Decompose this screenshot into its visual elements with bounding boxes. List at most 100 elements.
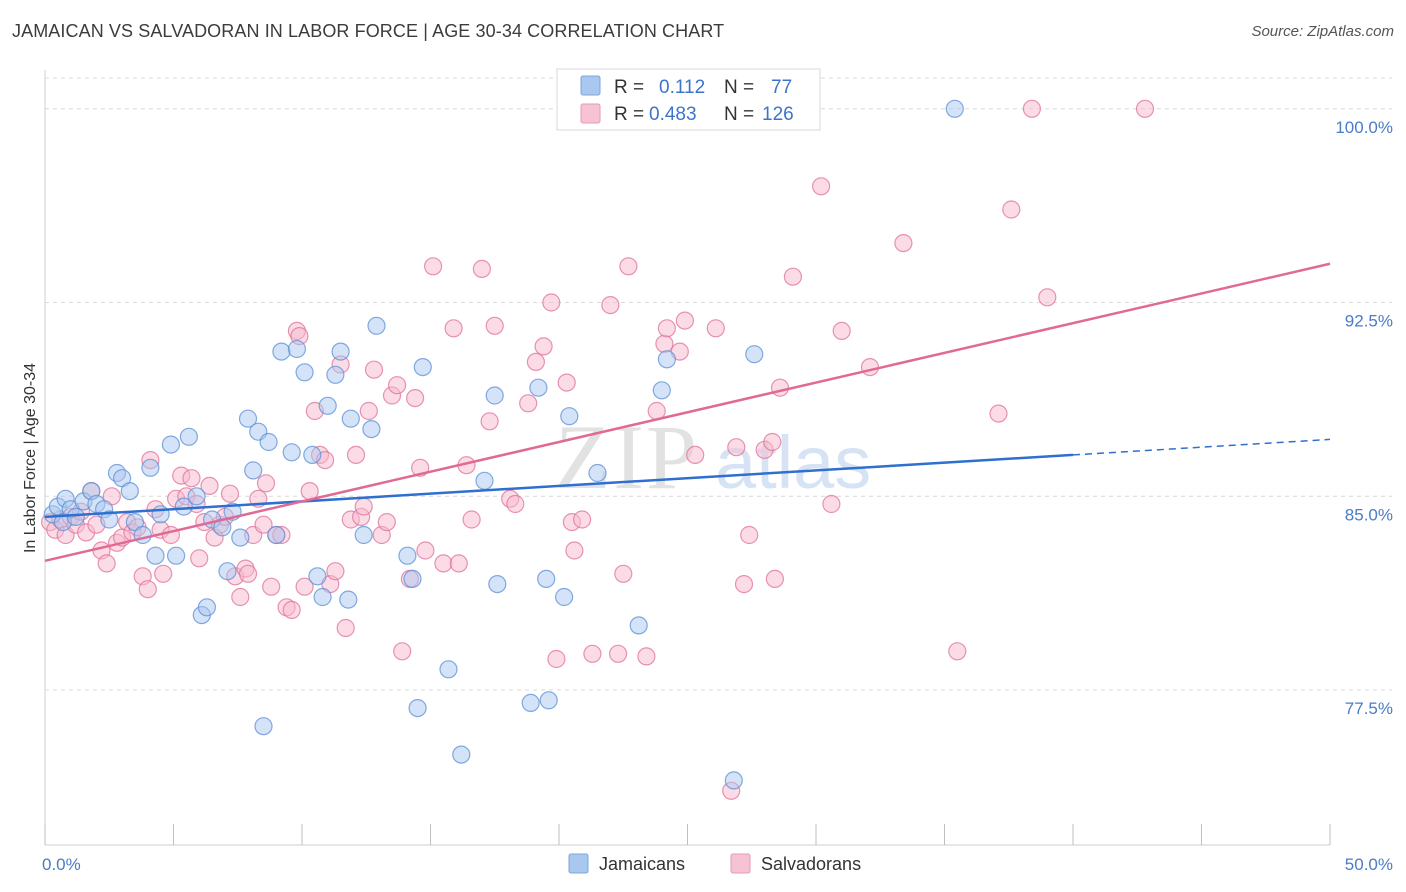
salvadorans-bottom-swatch <box>730 853 751 874</box>
jamaicans-point <box>254 717 273 736</box>
salvadorans-point <box>506 494 525 514</box>
jamaicans-point <box>174 497 193 516</box>
jamaicans-point <box>341 409 360 428</box>
salvadorans-point <box>231 587 250 607</box>
salvadorans-point <box>614 564 633 583</box>
jamaicans-point <box>588 463 607 483</box>
jamaicans-point <box>267 525 286 545</box>
jamaicans-point <box>272 342 291 361</box>
salvadorans-point <box>526 352 546 371</box>
salvadorans-point <box>377 512 396 532</box>
y-tick-label: 77.5% <box>1345 699 1393 718</box>
jamaicans-point <box>629 616 648 635</box>
jamaicans-point <box>408 698 427 718</box>
x-tick-label-min: 0.0% <box>42 855 81 874</box>
jamaicans-point <box>945 99 964 118</box>
salvadorans-point <box>138 580 157 599</box>
jamaicans-point <box>161 435 180 454</box>
jamaicans-point <box>282 443 301 462</box>
jamaicans-point <box>295 363 314 382</box>
trend-lines <box>44 262 1331 563</box>
salvadorans-point <box>565 541 584 560</box>
jamaicans-point <box>218 562 237 581</box>
salvadorans-point <box>480 412 499 431</box>
legend-r-label-2: R = <box>614 104 644 125</box>
salvadorans-point <box>364 360 384 379</box>
source-credit: Source: ZipAtlas.com <box>1251 23 1394 40</box>
jamaicans-point <box>66 507 85 527</box>
tick-labels: 100.0% 92.5% 85.0% 77.5% 0.0% 50.0% <box>42 118 1393 874</box>
jamaicans-point <box>238 409 258 428</box>
salvadorans-point <box>472 259 491 278</box>
salvadorans-point <box>948 642 967 661</box>
salvadorans-point <box>763 432 782 452</box>
jamaicans-point <box>120 482 139 501</box>
salvadorans-point <box>1038 288 1057 307</box>
salvadorans-point <box>601 296 620 315</box>
jamaicans-point <box>133 525 152 545</box>
jamaicans-point <box>331 342 350 361</box>
legend-r-value-jamaicans: 0.112 <box>659 77 705 98</box>
salvadorans-point <box>336 618 355 638</box>
salvadorans-point <box>154 564 173 583</box>
salvadorans-point <box>220 484 240 503</box>
y-axis-title: In Labor Force | Age 30-34 <box>22 363 39 553</box>
salvadorans-point <box>572 510 592 529</box>
salvadorans-point <box>388 376 407 395</box>
salvadorans-point <box>295 577 314 596</box>
salvadorans-point <box>406 389 425 408</box>
jamaicans-point <box>657 350 677 369</box>
salvadorans-legend-label: Salvadorans <box>761 854 861 874</box>
jamaicans-point <box>146 546 165 565</box>
legend-n-label-1: N = <box>724 77 754 98</box>
jamaicans-point <box>398 546 417 565</box>
salvadorans-point <box>619 257 638 276</box>
salvadorans-point <box>485 316 504 335</box>
jamaicans-legend-label: Jamaicans <box>599 854 685 874</box>
salvadorans-point <box>894 234 913 253</box>
salvadorans-point <box>1022 99 1042 118</box>
salvadorans-point <box>811 177 831 196</box>
jamaicans-point <box>485 386 504 405</box>
jamaicans-point <box>560 407 579 426</box>
jamaicans-point <box>529 378 548 397</box>
salvadorans-point <box>182 469 201 488</box>
jamaicans-point <box>539 691 558 710</box>
salvadorans-point <box>434 554 453 573</box>
salvadorans-point <box>542 293 561 312</box>
salvadorans-point <box>200 476 219 495</box>
salvadorans-point <box>832 321 851 340</box>
watermark-zip: ZIP <box>555 406 699 508</box>
salvadorans-point <box>557 373 576 392</box>
salvadorans-point <box>519 394 538 413</box>
salvadorans-point <box>359 401 378 421</box>
salvadorans-point <box>860 358 880 377</box>
salvadorans-point <box>449 554 468 573</box>
salvadorans-point <box>608 644 628 663</box>
legend-n-value-salvadorans: 126 <box>762 104 794 125</box>
salvadorans-point <box>190 549 209 568</box>
jamaicans-point <box>187 487 206 506</box>
jamaicans-legend-swatch <box>580 75 601 96</box>
salvadorans-point <box>462 510 481 529</box>
salvadorans-point <box>1002 200 1021 219</box>
jamaicans-point <box>308 567 327 586</box>
jamaicans-point <box>339 590 358 609</box>
salvadorans-point <box>444 319 463 338</box>
jamaicans-point <box>413 358 432 377</box>
watermark-atlas: atlas <box>715 421 871 504</box>
jamaicans-point <box>452 745 471 764</box>
salvadorans-point <box>783 267 803 286</box>
salvadorans-point <box>734 574 754 594</box>
salvadorans-point <box>989 404 1008 423</box>
jamaicans-point <box>244 461 263 480</box>
jamaicans-point <box>231 528 250 547</box>
jamaicans-point <box>475 471 494 490</box>
series-legend: Jamaicans Salvadorans <box>568 853 861 874</box>
legend-n-value-jamaicans: 77 <box>771 77 792 98</box>
salvadorans-point <box>655 334 674 353</box>
jamaicans-point <box>354 525 373 545</box>
jamaicans-points <box>43 99 964 790</box>
legend-r-value-salvadorans: 0.483 <box>649 104 697 125</box>
salvadorans-point <box>765 569 785 589</box>
